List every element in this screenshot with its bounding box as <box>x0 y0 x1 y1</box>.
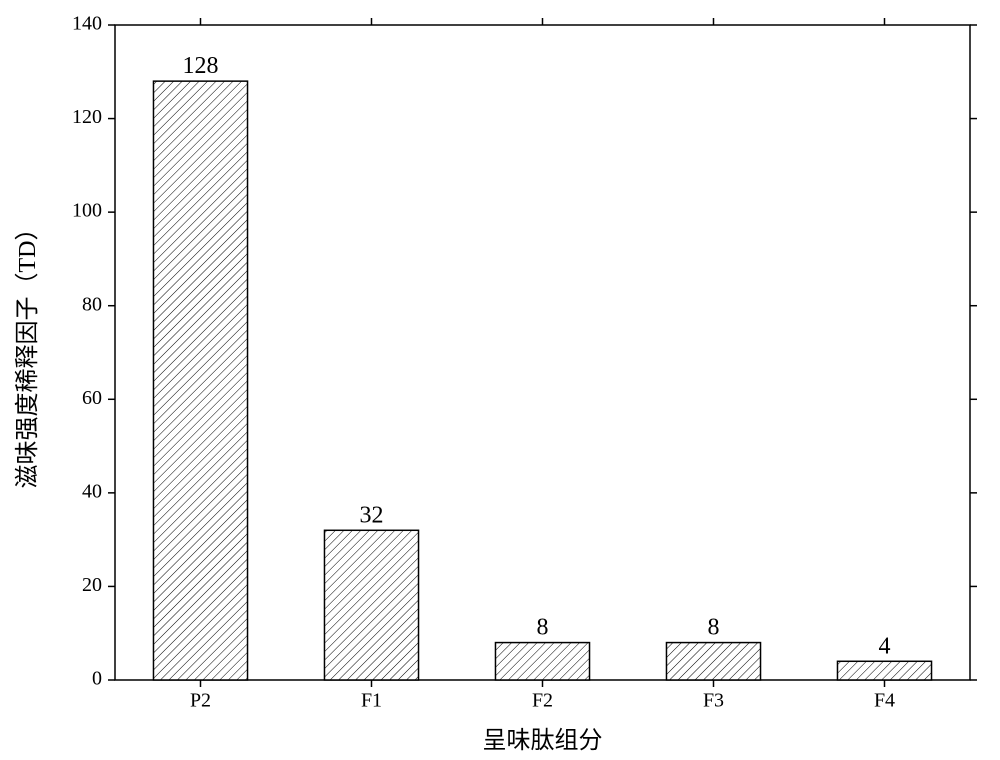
y-tick-label: 60 <box>82 387 102 409</box>
bar <box>324 530 418 680</box>
y-tick-label: 80 <box>82 293 102 315</box>
x-tick-label: F1 <box>361 690 382 712</box>
y-tick-label: 20 <box>82 574 102 596</box>
x-tick-label: F2 <box>532 690 553 712</box>
y-tick-label: 120 <box>72 106 102 128</box>
bar-value-label: 4 <box>879 633 891 659</box>
x-tick-label: F4 <box>874 690 895 712</box>
y-tick-label: 40 <box>82 480 102 502</box>
y-tick-label: 140 <box>72 13 102 35</box>
bar-chart: 0 20 40 60 80 100 120 140 P2 F1 F2 F3 F4 128 32 8 8 4 滋味强度… <box>0 0 1000 760</box>
bar <box>153 81 247 680</box>
bar-value-label: 128 <box>183 53 219 79</box>
bar <box>837 661 931 680</box>
chart-container: 0 20 40 60 80 100 120 140 P2 F1 F2 F3 F4 128 32 8 8 4 滋味强度… <box>0 0 1000 760</box>
y-tick-label: 100 <box>72 200 102 222</box>
x-tick-label: P2 <box>190 690 211 712</box>
x-tick-label: F3 <box>703 690 724 712</box>
bar <box>666 643 760 680</box>
x-axis-label: 呈味肽组分 <box>483 727 603 754</box>
bar <box>495 643 589 680</box>
bar-value-label: 8 <box>537 615 549 641</box>
y-tick-label: 0 <box>92 668 102 690</box>
bar-value-label: 32 <box>360 502 384 528</box>
y-axis-label: 滋味强度稀释因子（TD） <box>14 217 41 489</box>
bar-value-label: 8 <box>708 615 720 641</box>
